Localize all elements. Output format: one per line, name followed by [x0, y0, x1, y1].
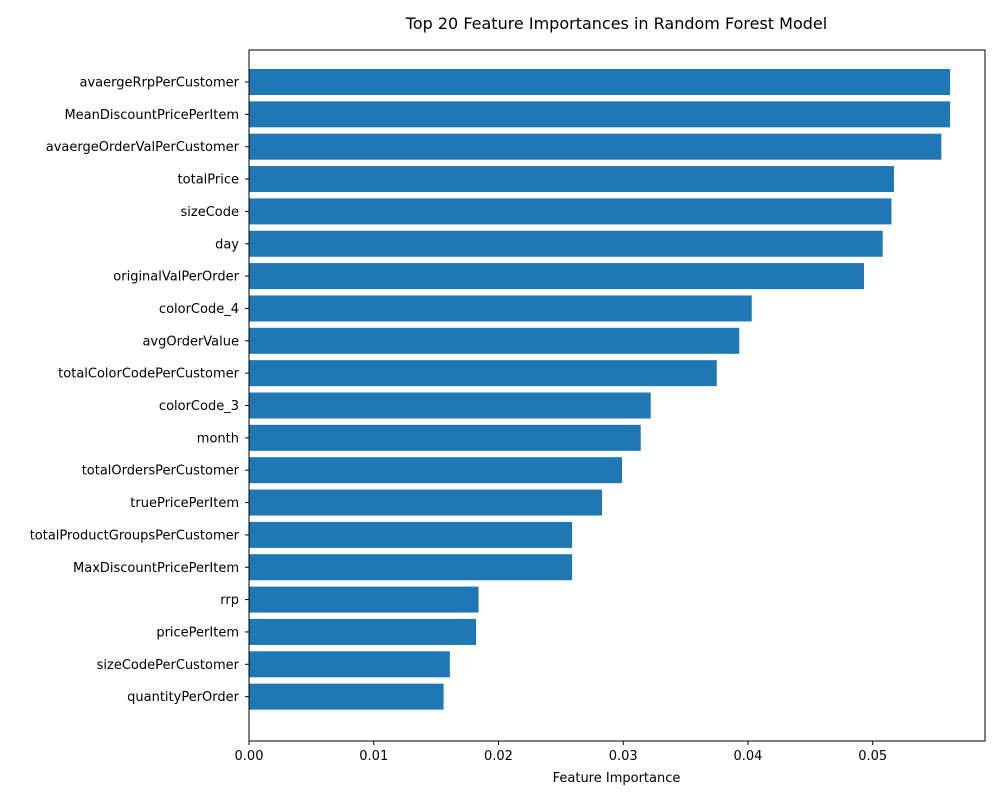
- y-tick-label: totalProductGroupsPerCustomer: [30, 528, 240, 543]
- bar: [249, 554, 573, 581]
- y-tick-label: month: [197, 431, 239, 446]
- bar: [249, 457, 622, 484]
- bar: [249, 651, 450, 678]
- y-tick-label: day: [215, 237, 239, 252]
- y-tick-label: MeanDiscountPricePerItem: [64, 108, 239, 123]
- y-tick-label: totalPrice: [178, 173, 239, 188]
- axes-layer: avaergeRrpPerCustomer MeanDiscountPricePe…: [30, 49, 986, 764]
- bar: [249, 133, 942, 160]
- y-tick-label: sizeCodePerCustomer: [97, 658, 240, 673]
- bars-layer: [249, 69, 951, 710]
- bar: [249, 166, 894, 193]
- bar: [249, 327, 740, 354]
- bar: [249, 263, 864, 290]
- y-tick-label: MaxDiscountPricePerItem: [73, 561, 239, 576]
- x-tick-label: 0.05: [858, 749, 887, 764]
- y-tick-label: totalOrdersPerCustomer: [82, 464, 240, 479]
- chart-title: Top 20 Feature Importances in Random For…: [405, 14, 827, 33]
- bar: [249, 198, 892, 225]
- bar: [249, 683, 444, 710]
- x-tick-label: 0.00: [235, 749, 264, 764]
- bar: [249, 295, 752, 322]
- bar: [249, 392, 651, 419]
- x-tick-label: 0.02: [484, 749, 513, 764]
- y-tick-label: colorCode_4: [159, 302, 239, 317]
- y-tick-label: sizeCode: [181, 205, 240, 220]
- bar: [249, 586, 479, 613]
- x-tick-label: 0.04: [734, 749, 763, 764]
- y-tick-label: totalColorCodePerCustomer: [58, 367, 239, 382]
- y-tick-label: originalValPerOrder: [113, 270, 239, 285]
- bar: [249, 424, 641, 451]
- bar: [249, 489, 603, 516]
- x-axis-label: Feature Importance: [553, 771, 681, 786]
- x-tick-label: 0.01: [359, 749, 388, 764]
- bar: [249, 618, 477, 645]
- x-tick-label: 0.03: [609, 749, 638, 764]
- y-tick-label: avgOrderValue: [142, 334, 239, 349]
- y-tick-label: truePricePerItem: [130, 496, 239, 511]
- y-tick-label: avaergeOrderValPerCustomer: [46, 140, 240, 155]
- bar: [249, 69, 951, 95]
- bar: [249, 101, 951, 128]
- plot-frame: [248, 49, 986, 742]
- y-tick-label: pricePerItem: [156, 625, 239, 640]
- y-tick-label: avaergeRrpPerCustomer: [80, 76, 240, 91]
- bar: [249, 360, 717, 387]
- bar: [249, 230, 883, 257]
- y-tick-label: colorCode_3: [159, 399, 239, 414]
- y-tick-label: quantityPerOrder: [127, 690, 240, 705]
- y-tick-label: rrp: [220, 593, 239, 608]
- bar: [249, 521, 573, 548]
